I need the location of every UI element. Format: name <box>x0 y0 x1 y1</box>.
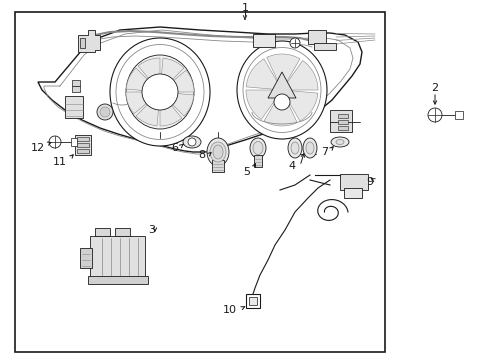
Bar <box>253 155 262 167</box>
Wedge shape <box>264 90 297 126</box>
Circle shape <box>49 136 61 148</box>
Text: 7: 7 <box>321 147 328 157</box>
Bar <box>80 38 85 48</box>
Circle shape <box>100 107 110 117</box>
Circle shape <box>427 108 441 122</box>
Ellipse shape <box>290 142 298 154</box>
Wedge shape <box>126 68 160 92</box>
Ellipse shape <box>206 138 228 166</box>
Ellipse shape <box>183 136 201 148</box>
Bar <box>252 34 274 47</box>
Polygon shape <box>38 27 361 152</box>
Text: 11: 11 <box>53 157 67 167</box>
Bar <box>248 297 257 305</box>
Wedge shape <box>245 90 282 120</box>
Bar <box>77 143 89 147</box>
Ellipse shape <box>116 45 203 140</box>
Bar <box>329 110 351 132</box>
Bar <box>77 137 89 141</box>
Wedge shape <box>160 92 193 116</box>
Wedge shape <box>282 90 317 121</box>
Bar <box>337 114 347 118</box>
Ellipse shape <box>252 141 263 154</box>
Ellipse shape <box>110 38 209 146</box>
Bar <box>72 80 80 86</box>
Text: 5: 5 <box>243 167 250 177</box>
Circle shape <box>142 74 178 110</box>
Ellipse shape <box>335 140 343 144</box>
Text: 4: 4 <box>288 161 295 171</box>
Bar <box>339 174 367 190</box>
Circle shape <box>187 138 196 146</box>
Ellipse shape <box>249 138 265 158</box>
Text: 12: 12 <box>31 143 45 153</box>
Ellipse shape <box>237 41 326 139</box>
Wedge shape <box>160 58 183 92</box>
Bar <box>337 120 347 124</box>
Bar <box>343 188 361 198</box>
Wedge shape <box>282 60 317 90</box>
Wedge shape <box>245 59 282 90</box>
Bar <box>90 236 145 278</box>
Bar <box>245 294 260 308</box>
Ellipse shape <box>287 138 302 158</box>
Bar <box>77 149 89 153</box>
Polygon shape <box>267 72 295 98</box>
Bar <box>80 248 92 268</box>
Circle shape <box>289 38 299 48</box>
Wedge shape <box>160 70 194 92</box>
Bar <box>88 276 148 284</box>
Bar <box>313 43 335 50</box>
Ellipse shape <box>303 138 316 158</box>
Bar <box>65 96 83 118</box>
Ellipse shape <box>305 142 313 154</box>
Wedge shape <box>126 92 160 114</box>
Bar <box>115 228 130 236</box>
Text: 9: 9 <box>366 177 373 187</box>
Bar <box>71 138 77 146</box>
Bar <box>95 228 110 236</box>
Bar <box>72 86 80 92</box>
Text: 1: 1 <box>241 3 248 13</box>
Text: 3: 3 <box>148 225 155 235</box>
Ellipse shape <box>213 145 223 159</box>
Bar <box>337 126 347 130</box>
Wedge shape <box>266 54 299 90</box>
Wedge shape <box>160 92 182 126</box>
Bar <box>454 111 462 119</box>
Text: 10: 10 <box>223 305 237 315</box>
Text: 2: 2 <box>430 83 438 93</box>
Ellipse shape <box>330 137 348 147</box>
Bar <box>307 30 325 44</box>
Bar <box>75 135 91 155</box>
Circle shape <box>273 94 289 110</box>
Ellipse shape <box>209 142 225 162</box>
Text: 8: 8 <box>198 150 205 160</box>
Circle shape <box>97 104 113 120</box>
Ellipse shape <box>243 48 320 132</box>
Bar <box>212 160 224 172</box>
Ellipse shape <box>126 55 194 129</box>
Polygon shape <box>78 30 100 52</box>
Bar <box>15 12 384 352</box>
Text: 6: 6 <box>171 143 178 153</box>
Wedge shape <box>138 58 160 92</box>
Wedge shape <box>136 92 160 126</box>
